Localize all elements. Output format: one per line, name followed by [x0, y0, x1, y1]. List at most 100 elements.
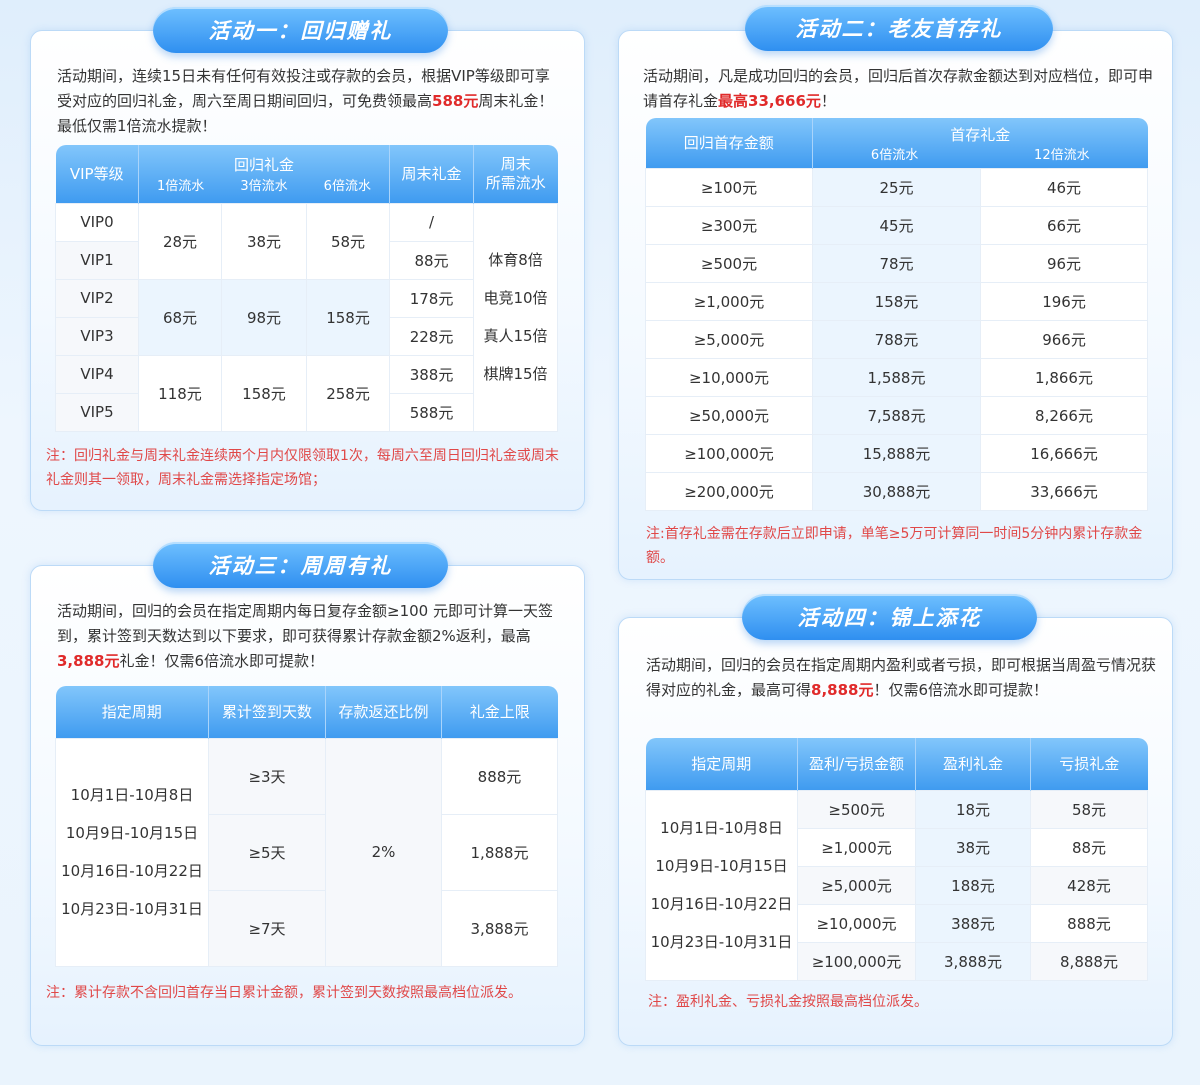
amount-cell: ≥5,000元	[645, 319, 813, 359]
profit-gift-cell: 388元	[915, 903, 1031, 943]
gift-12x-cell: 33,666元	[979, 471, 1149, 511]
gift-12x-cell: 66元	[979, 205, 1149, 245]
days-cell: ≥5天	[208, 813, 326, 891]
table-row: ≥500元 78元 96元	[645, 243, 1149, 283]
vip-level: VIP3	[55, 316, 139, 356]
activity-4-title: 活动四：锦上添花	[742, 594, 1037, 640]
vip-level: VIP1	[55, 240, 139, 280]
activity-1-title: 活动一：回归赠礼	[153, 7, 448, 53]
weekend-cell: 88元	[389, 240, 475, 280]
amount-cell: ≥500元	[645, 243, 813, 283]
profit-gift-cell: 188元	[915, 865, 1031, 905]
amount-cell: ≥1,000元	[797, 827, 916, 867]
turnover-cell: 体育8倍 电竞10倍 真人15倍 棋牌15倍	[473, 202, 559, 432]
gift-cell: 158元	[221, 354, 307, 432]
activity-2-title: 活动二：老友首存礼	[745, 5, 1053, 51]
table-row: ≥100,000元 3,888元 8,888元	[646, 941, 1148, 981]
header-loss-gift: 亏损礼金	[1030, 738, 1148, 790]
table-row: ≥200,000元 30,888元 33,666元	[645, 471, 1149, 511]
weekend-cell: /	[389, 202, 475, 242]
gift-cell: 258元	[305, 354, 391, 432]
header-period: 指定周期	[645, 738, 798, 790]
header-period: 指定周期	[55, 686, 209, 738]
activity-2-note: 注:首存礼金需在存款后立即申请，单笔≥5万可计算同一时间5分钟内累计存款金额。	[646, 526, 1143, 566]
period-cell: 10月1日-10月8日 10月9日-10月15日 10月16日-10月22日 10月2…	[55, 737, 209, 967]
loss-gift-cell: 428元	[1030, 865, 1148, 905]
header-amount: 回归首存金额	[645, 118, 813, 168]
amount-cell: ≥1,000元	[645, 281, 813, 321]
header-vip: VIP等级	[55, 145, 139, 203]
table-row: ≥50,000元 7,588元 8,266元	[645, 395, 1149, 435]
amount-cell: ≥50,000元	[645, 395, 813, 435]
header-days: 累计签到天数	[208, 686, 326, 738]
gift-6x-cell: 1,588元	[812, 357, 981, 397]
gift-cell: 98元	[221, 278, 307, 356]
table-row: ≥1,000元 38元 88元	[646, 827, 1148, 867]
gift-6x-cell: 158元	[812, 281, 981, 321]
weekend-cell: 228元	[389, 316, 475, 356]
ratio-cell: 2%	[325, 737, 442, 967]
activity-3-title: 活动三：周周有礼	[153, 542, 448, 588]
gift-12x-cell: 196元	[979, 281, 1149, 321]
table-row: ≥10,000元 1,588元 1,866元	[645, 357, 1149, 397]
activity-2-table: 回归首存金额 首存礼金 6倍流水 12倍流水 ≥100元 25元 46元 ≥300元 45元…	[645, 118, 1149, 511]
amount-cell: ≥100,000元	[645, 433, 813, 473]
loss-gift-cell: 888元	[1030, 903, 1148, 943]
header-gift: 回归礼金 1倍流水 3倍流水 6倍流水	[137, 145, 390, 203]
gift-12x-cell: 96元	[979, 243, 1149, 283]
amount-cell: ≥10,000元	[645, 357, 813, 397]
activity-2-description: 活动期间，凡是成功回归的会员，回归后首次存款金额达到对应档位，即可申请首存礼金最…	[643, 67, 1154, 110]
gift-cell: 38元	[221, 202, 307, 280]
amount-cell: ≥200,000元	[645, 471, 813, 511]
period-cell: 10月1日-10月8日 10月9日-10月15日 10月16日-10月22日 10月2…	[645, 789, 798, 981]
profit-gift-cell: 3,888元	[915, 941, 1031, 981]
activity-4-note: 注：盈利礼金、亏损礼金按照最高档位派发。	[648, 994, 928, 1010]
gift-6x-cell: 78元	[812, 243, 981, 283]
activity-3-note: 注：累计存款不含回归首存当日累计金额，累计签到天数按照最高档位派发。	[46, 985, 522, 1001]
amount-cell: ≥5,000元	[797, 865, 916, 905]
gift-6x-cell: 7,588元	[812, 395, 981, 435]
gift-6x-cell: 15,888元	[812, 433, 981, 473]
gift-12x-cell: 16,666元	[979, 433, 1149, 473]
activity-3-description: 活动期间，回归的会员在指定周期内每日复存金额≥100 元即可计算一天签到，累计签…	[57, 602, 553, 670]
weekend-cell: 388元	[389, 354, 475, 394]
gift-cell: 158元	[305, 278, 391, 356]
activity-4-description: 活动期间，回归的会员在指定周期内盈利或者亏损，即可根据当周盈亏情况获得对应的礼金…	[646, 656, 1157, 699]
amount-cell: ≥100元	[645, 167, 813, 207]
amount-cell: ≥10,000元	[797, 903, 916, 943]
vip-level: VIP0	[55, 202, 139, 242]
gift-6x-cell: 25元	[812, 167, 981, 207]
loss-gift-cell: 88元	[1030, 827, 1148, 867]
gift-cell: 68元	[138, 278, 222, 356]
amount-cell: ≥300元	[645, 205, 813, 245]
loss-gift-cell: 8,888元	[1030, 941, 1148, 981]
cap-cell: 3,888元	[441, 889, 558, 967]
cap-cell: 1,888元	[441, 813, 558, 891]
gift-12x-cell: 966元	[979, 319, 1149, 359]
vip-level: VIP2	[55, 278, 139, 318]
days-cell: ≥3天	[208, 737, 326, 815]
header-cap: 礼金上限	[441, 686, 558, 738]
table-row: 10月1日-10月8日 10月9日-10月15日 10月16日-10月22日 10月2…	[645, 789, 1148, 981]
table-row: ≥100,000元 15,888元 16,666元	[645, 433, 1149, 473]
loss-gift-cell: 58元	[1030, 789, 1148, 829]
gift-cell: 118元	[138, 354, 222, 432]
amount-cell: ≥500元	[797, 789, 916, 829]
gift-12x-cell: 1,866元	[979, 357, 1149, 397]
gift-12x-cell: 8,266元	[979, 395, 1149, 435]
amount-cell: ≥100,000元	[797, 941, 916, 981]
header-profit-gift: 盈利礼金	[915, 738, 1031, 790]
gift-cell: 58元	[305, 202, 391, 280]
activity-4-table: 指定周期 盈利/亏损金额 盈利礼金 亏损礼金 10月1日-10月8日 10月9日-…	[645, 738, 1148, 981]
header-turnover: 周末 所需流水	[473, 145, 558, 203]
activity-3-table: 指定周期 累计签到天数 存款返还比例 礼金上限 10月1日-10月8日 10月9日…	[55, 686, 558, 967]
activity-1-table: VIP等级 回归礼金 1倍流水 3倍流水 6倍流水 周末礼金 周末 所需流水 VIP0 2…	[55, 145, 559, 432]
weekend-cell: 178元	[389, 278, 475, 318]
header-ratio: 存款返还比例	[325, 686, 442, 738]
table-row: ≥300元 45元 66元	[645, 205, 1149, 245]
gift-6x-cell: 30,888元	[812, 471, 981, 511]
weekend-cell: 588元	[389, 392, 475, 432]
vip-level: VIP4	[55, 354, 139, 394]
cap-cell: 888元	[441, 737, 558, 815]
header-weekend: 周末礼金	[389, 145, 474, 203]
